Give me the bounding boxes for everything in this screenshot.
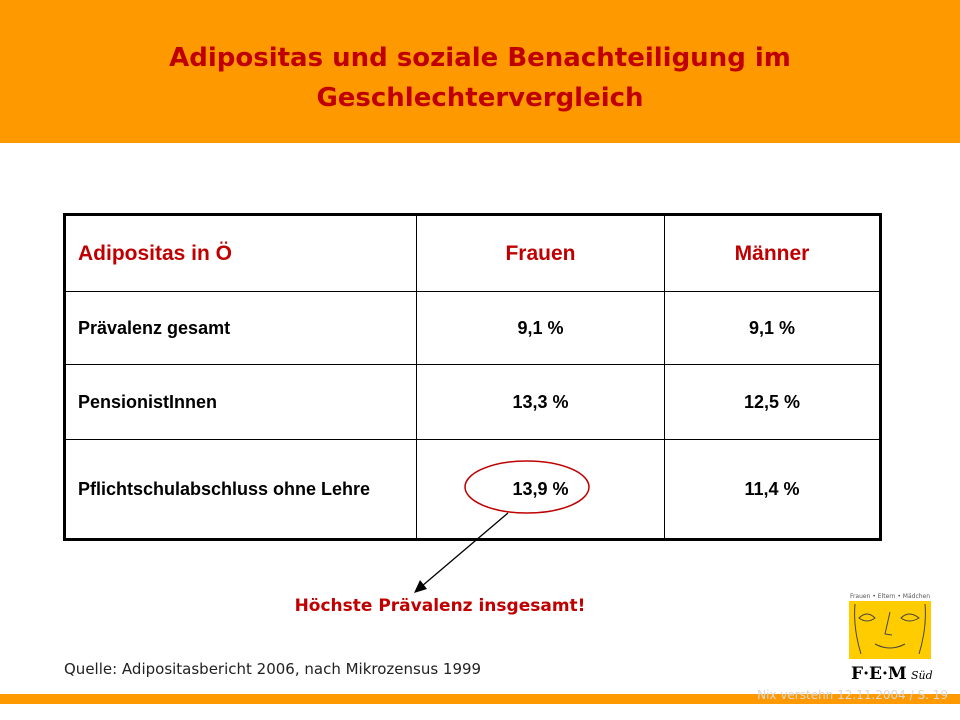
callout-arrowhead [414, 580, 427, 593]
table-row: Pflichtschulabschluss ohne Lehre 13,9 % … [64, 439, 881, 540]
row-label: Prävalenz gesamt [64, 291, 417, 365]
logo-face-panel [849, 601, 931, 659]
prevalence-table: Adipositas in Ö Frauen Männer Prävalenz … [63, 213, 882, 541]
slide-title-line2: Geschlechtervergleich [316, 83, 644, 113]
logo-graphic: Frauen • Eltern • Mädchen F·E·M Süd [845, 588, 935, 688]
logo-tagline: Frauen • Eltern • Mädchen [850, 593, 930, 600]
header-cell-men: Männer [664, 214, 881, 292]
footer-text: Nix verstehn 12.11.2004 / S. 19 [757, 688, 948, 702]
callout-arrow-line [421, 512, 509, 587]
logo-suffix: Süd [911, 669, 933, 682]
row-label: Pflichtschulabschluss ohne Lehre [64, 439, 417, 540]
logo-text: F·E·M [851, 664, 907, 684]
slide-title: Adipositas und soziale Benachteiligung i… [120, 38, 840, 118]
header-cell-women: Frauen [416, 214, 665, 292]
footer-bar [0, 694, 960, 704]
slide-title-line1: Adipositas und soziale Benachteiligung i… [169, 43, 791, 73]
source-citation: Quelle: Adipositasbericht 2006, nach Mik… [64, 660, 482, 678]
callout-text: Höchste Prävalenz insgesamt! [294, 596, 586, 616]
title-banner [0, 0, 960, 143]
women-value: 9,1 % [416, 291, 665, 365]
table-row: PensionistInnen 13,3 % 12,5 % [64, 364, 881, 440]
women-value: 13,3 % [416, 364, 665, 440]
table-row: Prävalenz gesamt 9,1 % 9,1 % [64, 291, 881, 365]
men-value: 11,4 % [664, 439, 881, 540]
women-value-highlighted: 13,9 % [416, 439, 665, 540]
men-value: 12,5 % [664, 364, 881, 440]
highlight-circle [464, 460, 590, 514]
fem-sued-logo: Frauen • Eltern • Mädchen F·E·M Süd [845, 588, 935, 688]
